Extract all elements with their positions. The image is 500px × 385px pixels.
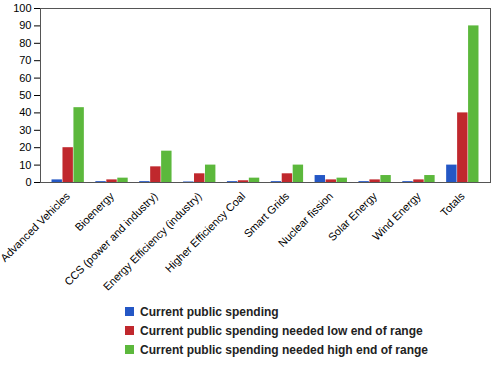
svg-text:70: 70: [19, 54, 31, 66]
svg-text:CCS (power and industry): CCS (power and industry): [61, 189, 160, 288]
html-text:Current public spending: Current public spending: [140, 304, 279, 319]
svg-text:30: 30: [19, 124, 31, 136]
svg-text:Advanced Vehicles: Advanced Vehicles: [0, 189, 72, 264]
svg-text:Energy Efficiency (industry): Energy Efficiency (industry): [100, 189, 204, 293]
svg-text:40: 40: [19, 106, 31, 118]
svg-text:100: 100: [13, 2, 31, 14]
svg-text:Solar Energy: Solar Energy: [325, 189, 379, 244]
svg-text:Smart Grids: Smart Grids: [241, 189, 292, 240]
svg-text:60: 60: [19, 72, 31, 84]
svg-text:Wind Energy: Wind Energy: [370, 189, 423, 242]
svg-text:10: 10: [19, 159, 31, 171]
svg-text:Totals: Totals: [438, 189, 467, 218]
svg-text:Higher Efficiency Coal: Higher Efficiency Coal: [163, 190, 248, 275]
svg-text:20: 20: [19, 141, 31, 153]
svg-text:Bioenergy: Bioenergy: [72, 189, 116, 233]
svg-text:50: 50: [19, 89, 31, 101]
svg-text:Nuclear fission: Nuclear fission: [276, 190, 335, 249]
svg-text:0: 0: [25, 176, 31, 188]
html-text:Current public spending needed: Current public spending needed low end o…: [140, 323, 423, 338]
html-text:Current public spending needed: Current public spending needed high end …: [140, 342, 428, 357]
svg-text:80: 80: [19, 37, 31, 49]
svg-text:90: 90: [19, 19, 31, 31]
